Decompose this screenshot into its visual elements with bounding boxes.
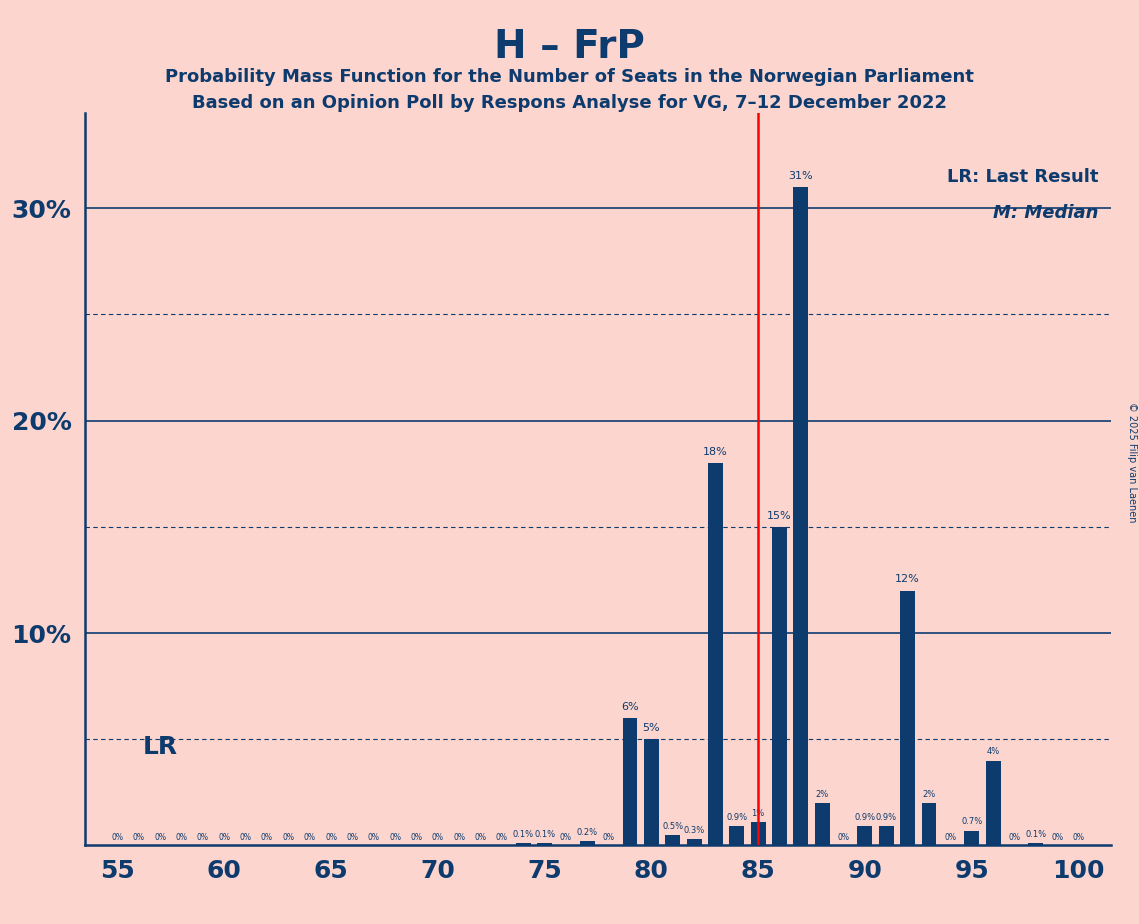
Text: © 2025 Filip van Laenen: © 2025 Filip van Laenen — [1128, 402, 1137, 522]
Text: 0%: 0% — [432, 833, 444, 843]
Text: 6%: 6% — [621, 701, 639, 711]
Text: 0.9%: 0.9% — [854, 813, 876, 822]
Bar — [794, 187, 809, 845]
Text: 0.7%: 0.7% — [961, 818, 982, 826]
Bar — [1029, 844, 1043, 845]
Bar — [985, 760, 1000, 845]
Text: 15%: 15% — [768, 510, 792, 520]
Text: 0%: 0% — [495, 833, 508, 843]
Text: 0%: 0% — [261, 833, 273, 843]
Text: 0.9%: 0.9% — [876, 813, 896, 822]
Text: 0%: 0% — [837, 833, 850, 843]
Text: 0.1%: 0.1% — [534, 830, 555, 839]
Bar — [538, 844, 552, 845]
Text: 0%: 0% — [219, 833, 230, 843]
Text: 0%: 0% — [368, 833, 379, 843]
Bar — [921, 803, 936, 845]
Text: 0%: 0% — [410, 833, 423, 843]
Bar — [814, 803, 829, 845]
Text: H – FrP: H – FrP — [494, 28, 645, 66]
Text: 0%: 0% — [1073, 833, 1084, 843]
Text: 0%: 0% — [197, 833, 208, 843]
Text: 0%: 0% — [304, 833, 316, 843]
Text: 0%: 0% — [239, 833, 252, 843]
Text: Based on an Opinion Poll by Respons Analyse for VG, 7–12 December 2022: Based on an Opinion Poll by Respons Anal… — [192, 94, 947, 112]
Text: 0%: 0% — [133, 833, 145, 843]
Text: 0%: 0% — [1008, 833, 1021, 843]
Text: 1%: 1% — [752, 808, 764, 818]
Text: 0%: 0% — [475, 833, 486, 843]
Bar — [708, 463, 723, 845]
Text: M: Median: M: Median — [993, 204, 1098, 223]
Bar — [623, 718, 638, 845]
Text: 0.9%: 0.9% — [727, 813, 747, 822]
Text: 2%: 2% — [816, 790, 829, 798]
Text: 4%: 4% — [986, 748, 1000, 756]
Bar — [965, 831, 980, 845]
Text: 0%: 0% — [944, 833, 957, 843]
Bar — [751, 822, 765, 845]
Bar — [580, 841, 595, 845]
Text: 0%: 0% — [560, 833, 572, 843]
Bar — [644, 739, 658, 845]
Text: 0%: 0% — [1051, 833, 1063, 843]
Bar — [772, 527, 787, 845]
Text: 0.5%: 0.5% — [662, 821, 683, 831]
Text: 0%: 0% — [282, 833, 294, 843]
Bar — [729, 826, 744, 845]
Text: 0.1%: 0.1% — [1025, 830, 1047, 839]
Text: 0%: 0% — [112, 833, 123, 843]
Text: 0.2%: 0.2% — [576, 828, 598, 837]
Text: 0%: 0% — [346, 833, 359, 843]
Text: 18%: 18% — [703, 447, 728, 456]
Text: Probability Mass Function for the Number of Seats in the Norwegian Parliament: Probability Mass Function for the Number… — [165, 68, 974, 86]
Text: 0%: 0% — [325, 833, 337, 843]
Text: 0.3%: 0.3% — [683, 826, 705, 835]
Bar — [879, 826, 894, 845]
Text: 0%: 0% — [453, 833, 465, 843]
Text: 0%: 0% — [390, 833, 401, 843]
Text: 2%: 2% — [923, 790, 935, 798]
Text: 0.1%: 0.1% — [513, 830, 534, 839]
Bar — [687, 839, 702, 845]
Bar — [858, 826, 872, 845]
Text: 0%: 0% — [175, 833, 188, 843]
Bar — [900, 590, 915, 845]
Text: LR: LR — [144, 736, 178, 760]
Bar — [665, 835, 680, 845]
Bar — [516, 844, 531, 845]
Text: 31%: 31% — [788, 171, 813, 181]
Text: 5%: 5% — [642, 723, 661, 733]
Text: 12%: 12% — [895, 574, 920, 584]
Text: LR: Last Result: LR: Last Result — [947, 167, 1098, 186]
Text: 0%: 0% — [603, 833, 615, 843]
Text: 0%: 0% — [154, 833, 166, 843]
